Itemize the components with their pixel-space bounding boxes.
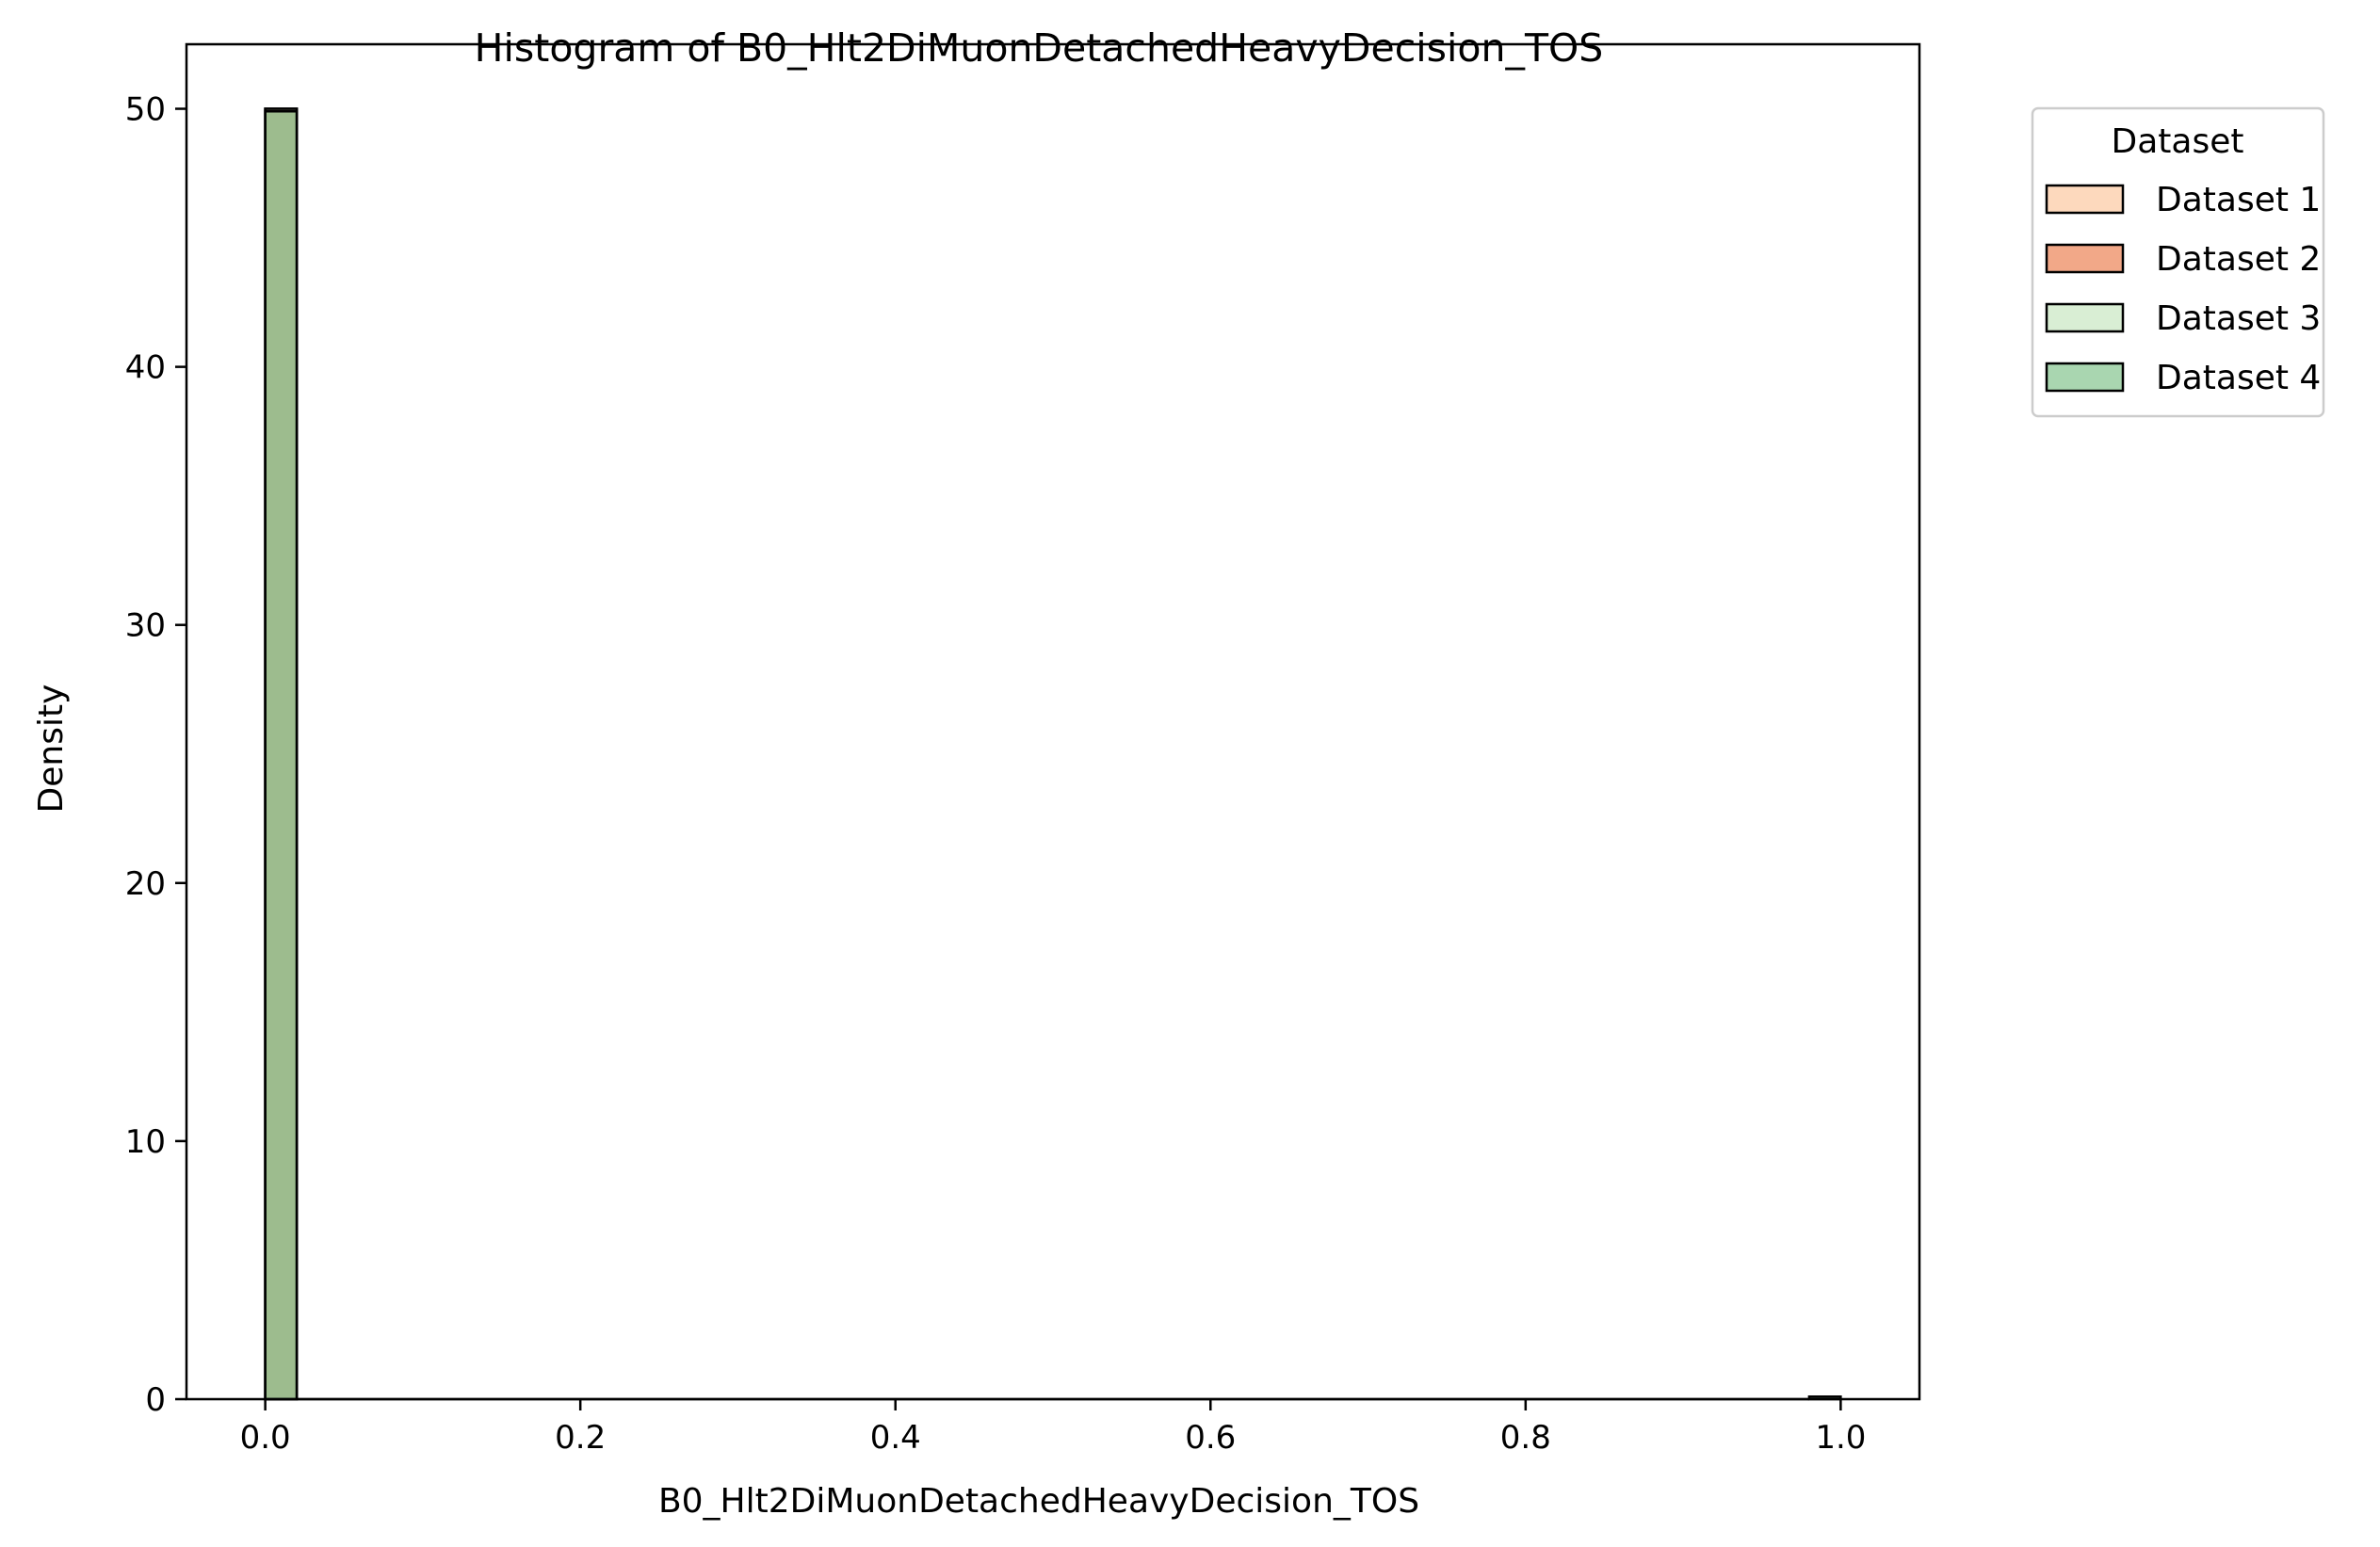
y-tick-label: 0 xyxy=(145,1381,166,1419)
legend-swatch xyxy=(2045,302,2125,333)
y-tick-label: 10 xyxy=(125,1123,166,1161)
y-tick-label: 40 xyxy=(125,349,166,387)
bars-layer xyxy=(264,107,1842,1401)
legend-entries: Dataset 1 Dataset 2 Dataset 3 Dataset 4 xyxy=(2045,181,2321,397)
x-tick-label: 0.2 xyxy=(555,1419,606,1457)
legend-swatch xyxy=(2045,243,2125,274)
x-tick-label: 0.6 xyxy=(1185,1419,1236,1457)
legend-swatch xyxy=(2045,184,2125,215)
histogram-bar xyxy=(264,110,299,1401)
y-tick-label: 30 xyxy=(125,607,166,645)
y-axis: 0 10 20 30 40 50 xyxy=(125,91,186,1419)
y-tick-label: 50 xyxy=(125,91,166,129)
chart-title: Histogram of B0_Hlt2DiMuonDetachedHeavyD… xyxy=(475,25,1604,71)
legend-label: Dataset 3 xyxy=(2156,299,2321,338)
x-tick-label: 1.0 xyxy=(1815,1419,1866,1457)
legend-swatch xyxy=(2045,362,2125,393)
plot-frame xyxy=(185,42,1921,1401)
x-axis: 0.0 0.2 0.4 0.6 0.8 1.0 xyxy=(240,1399,1866,1457)
x-tick-label: 0.8 xyxy=(1500,1419,1551,1457)
legend-label: Dataset 1 xyxy=(2156,181,2321,219)
y-axis-label: Density xyxy=(32,685,71,814)
x-tick-label: 0.4 xyxy=(870,1419,921,1457)
x-tick-label: 0.0 xyxy=(240,1419,291,1457)
x-axis-label: B0_Hlt2DiMuonDetachedHeavyDecision_TOS xyxy=(658,1482,1419,1521)
y-tick-label: 20 xyxy=(125,865,166,903)
legend-title: Dataset xyxy=(2112,122,2244,161)
legend-label: Dataset 4 xyxy=(2156,359,2321,397)
legend-label: Dataset 2 xyxy=(2156,240,2321,279)
